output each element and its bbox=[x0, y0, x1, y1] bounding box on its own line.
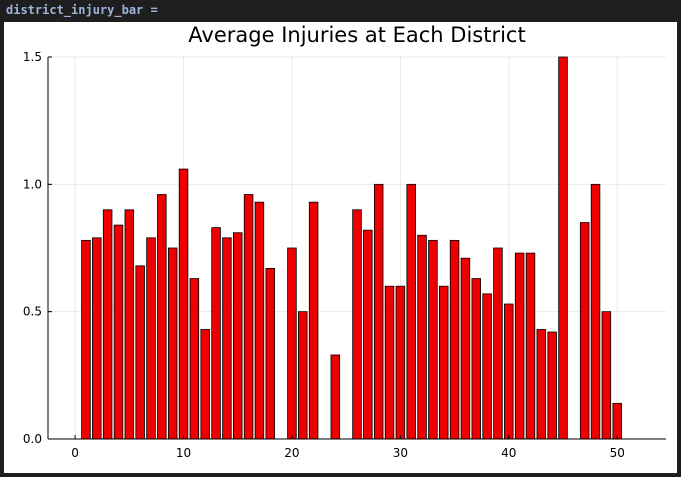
bar bbox=[200, 329, 210, 440]
plot-frame: 0 10 20 30 40 50 0.0 0.5 1.0 1.5 Average Injuries… bbox=[4, 22, 677, 473]
bar bbox=[514, 252, 525, 440]
bar bbox=[81, 239, 91, 440]
bars bbox=[81, 56, 633, 440]
bar bbox=[525, 252, 536, 440]
bar bbox=[558, 56, 568, 440]
bar bbox=[460, 257, 471, 440]
bar bbox=[92, 237, 102, 440]
bar bbox=[232, 232, 243, 440]
bar bbox=[243, 194, 254, 440]
bar bbox=[406, 183, 416, 440]
x-tick-label: 40 bbox=[501, 446, 516, 460]
cell-header: district_injury_bar = bbox=[0, 0, 681, 22]
bar bbox=[124, 209, 135, 440]
y-tick-label: 0.0 bbox=[23, 432, 42, 446]
bar bbox=[363, 229, 373, 440]
bar bbox=[178, 168, 189, 440]
bar bbox=[211, 227, 221, 440]
bar bbox=[373, 183, 384, 440]
ticks: 0 10 20 30 40 50 0.0 0.5 1.0 1.5 bbox=[23, 50, 625, 460]
bar bbox=[493, 247, 503, 440]
bar bbox=[384, 285, 395, 440]
y-tick-label: 1.5 bbox=[23, 50, 42, 64]
bar bbox=[254, 201, 265, 440]
x-tick-label: 30 bbox=[393, 446, 408, 460]
bar bbox=[438, 285, 449, 440]
bar bbox=[330, 354, 341, 440]
x-tick-label: 10 bbox=[176, 446, 191, 460]
y-tick-label: 0.5 bbox=[23, 305, 42, 319]
bottom-strip bbox=[0, 473, 681, 477]
bar bbox=[471, 278, 482, 440]
bar bbox=[102, 209, 113, 440]
x-tick-label: 20 bbox=[284, 446, 299, 460]
bar bbox=[579, 222, 590, 440]
y-tick-label: 1.0 bbox=[23, 177, 42, 191]
bar bbox=[428, 239, 438, 440]
bar bbox=[146, 237, 156, 440]
bar bbox=[504, 303, 514, 440]
bar bbox=[590, 183, 601, 440]
bar bbox=[536, 329, 547, 440]
bar bbox=[352, 209, 362, 440]
bar-chart: 0 10 20 30 40 50 0.0 0.5 1.0 1.5 Average Injuries… bbox=[23, 23, 666, 460]
bar bbox=[601, 311, 612, 440]
bar bbox=[157, 194, 167, 440]
bar bbox=[167, 247, 178, 440]
bar bbox=[287, 247, 297, 440]
bar bbox=[222, 237, 232, 440]
axes bbox=[47, 57, 666, 440]
bar bbox=[395, 285, 406, 440]
bar bbox=[113, 224, 124, 440]
bar bbox=[417, 234, 427, 440]
bar bbox=[547, 331, 557, 440]
bar bbox=[308, 201, 319, 440]
cell-label: district_injury_bar = bbox=[6, 3, 158, 17]
bar bbox=[298, 311, 308, 440]
bar bbox=[612, 402, 622, 440]
bar bbox=[449, 239, 460, 440]
bar bbox=[189, 278, 200, 440]
x-tick-label: 50 bbox=[610, 446, 625, 460]
chart-title: Average Injuries at Each District bbox=[188, 23, 525, 47]
bar bbox=[135, 265, 145, 440]
bar bbox=[482, 293, 492, 440]
x-tick-label: 0 bbox=[71, 446, 79, 460]
bar bbox=[265, 267, 276, 440]
